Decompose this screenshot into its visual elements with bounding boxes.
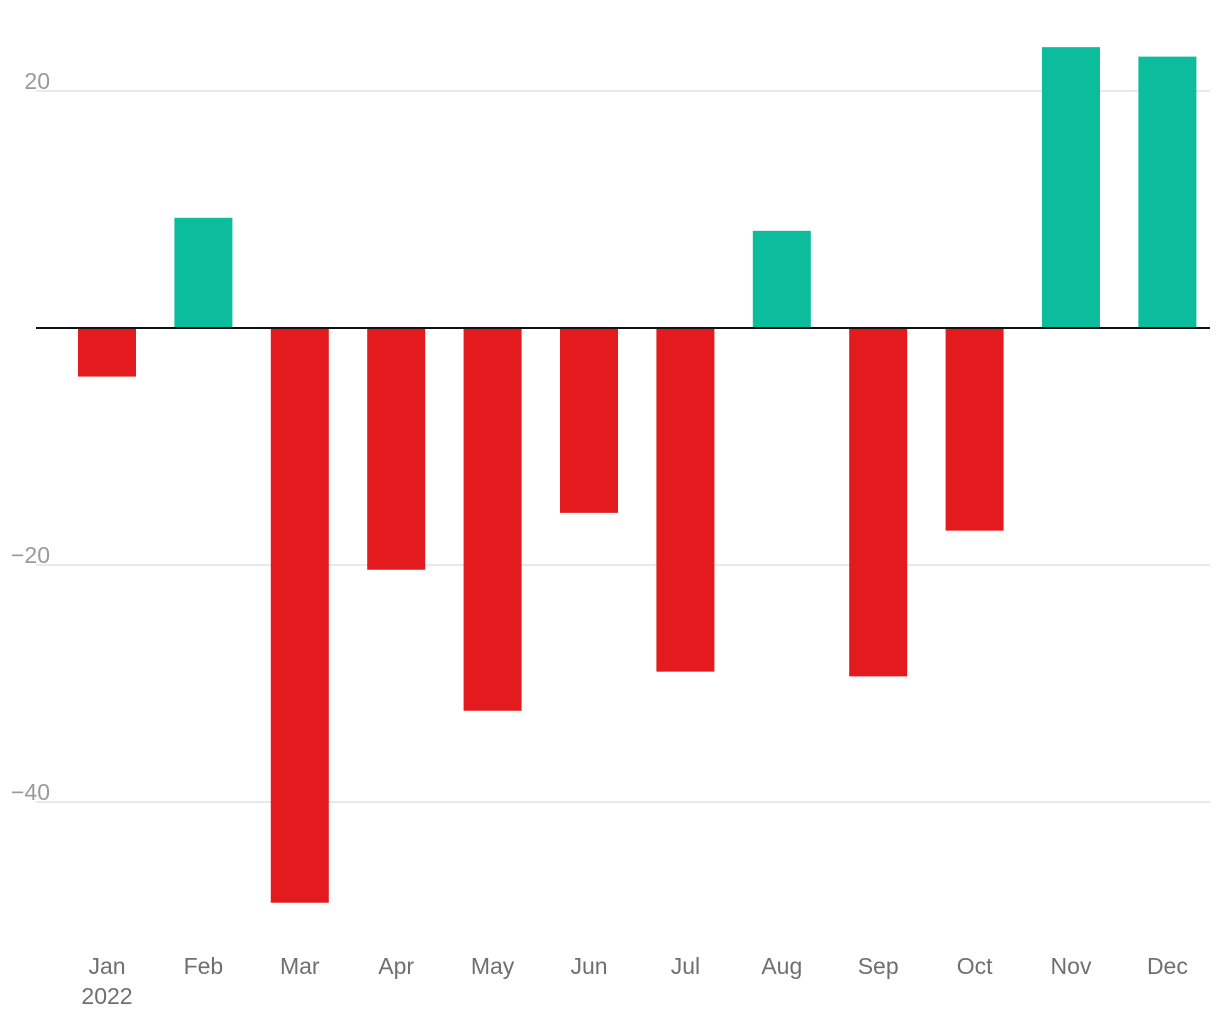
bar-jun	[560, 328, 618, 513]
x-tick-label-dec: Dec	[1147, 953, 1188, 979]
x-tick-year-label: 2022	[81, 983, 132, 1009]
bar-sep	[849, 328, 908, 677]
bar-jul	[656, 328, 715, 672]
axis-layer: 20 −20 −40 Jan 2022 Feb Mar Apr May Jun Jul Aug Sep O…	[11, 68, 1210, 1009]
x-tick-label-mar: Mar	[280, 953, 320, 979]
x-tick-label-jul: Jul	[671, 953, 700, 979]
x-tick-label-apr: Apr	[378, 953, 414, 979]
x-tick-label-aug: Aug	[761, 953, 802, 979]
bar-mar	[270, 328, 329, 903]
grid-layer	[36, 90, 1210, 803]
bar-feb	[174, 217, 233, 328]
y-tick-label: −20	[11, 542, 50, 568]
bar-may	[463, 328, 522, 711]
x-tick-label-nov: Nov	[1051, 953, 1092, 979]
bar-aug	[752, 230, 811, 328]
bar-nov	[1042, 47, 1100, 328]
x-tick-label-jun: Jun	[570, 953, 607, 979]
x-tick-label-may: May	[471, 953, 515, 979]
bar-dec	[1138, 56, 1197, 328]
y-tick-label: −40	[11, 779, 50, 805]
y-tick-label: 20	[24, 68, 50, 94]
bars-layer	[78, 47, 1197, 903]
x-tick-label-sep: Sep	[858, 953, 899, 979]
x-tick-label-jan: Jan	[88, 953, 125, 979]
bar-jan	[78, 328, 136, 377]
bar-apr	[367, 328, 426, 570]
x-tick-label-oct: Oct	[957, 953, 993, 979]
x-tick-label-feb: Feb	[184, 953, 224, 979]
bar-oct	[945, 328, 1004, 531]
